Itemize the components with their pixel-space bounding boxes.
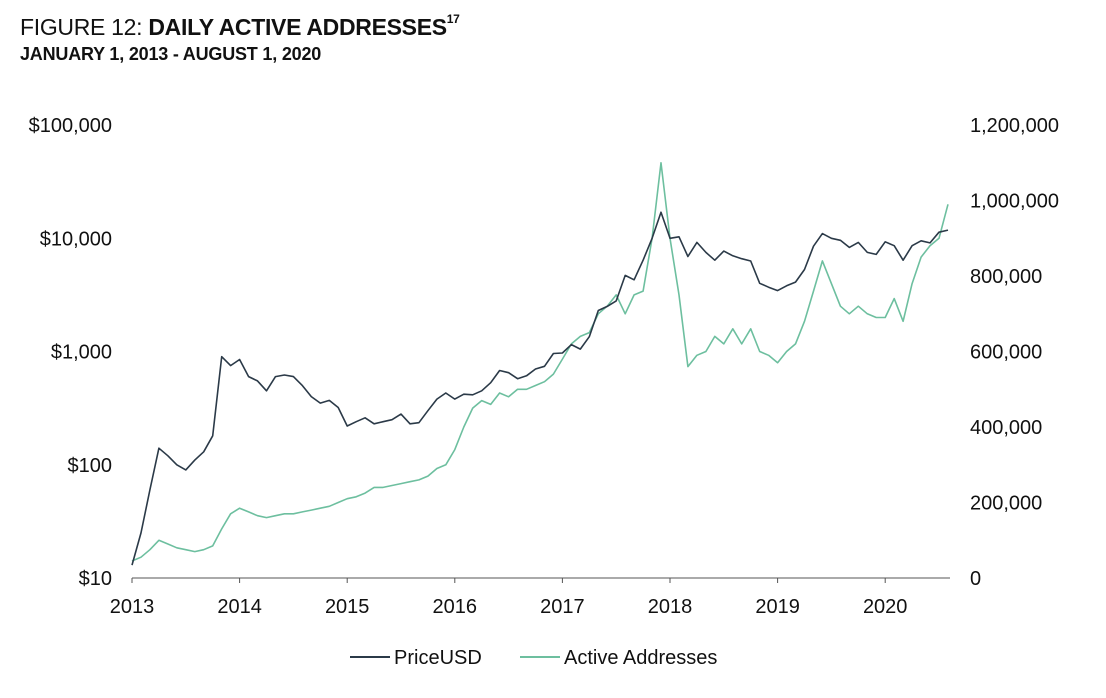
- legend-label: PriceUSD: [394, 647, 482, 669]
- title-prefix: FIGURE 12:: [20, 14, 143, 40]
- y-right-tick-label: 200,000: [970, 493, 1042, 515]
- legend-label: Active Addresses: [564, 647, 717, 669]
- x-tick-label: 2015: [325, 596, 370, 618]
- y-left-tick-label: $10,000: [40, 228, 112, 250]
- x-tick-label: 2017: [540, 596, 585, 618]
- title-text: DAILY ACTIVE ADDRESSES: [148, 14, 447, 40]
- y-right-tick-label: 800,000: [970, 266, 1042, 288]
- y-right-tick-label: 600,000: [970, 342, 1042, 364]
- x-tick-label: 2013: [110, 596, 155, 618]
- y-right-tick-label: 400,000: [970, 417, 1042, 439]
- x-tick-label: 2018: [648, 596, 693, 618]
- x-tick-label: 2016: [433, 596, 478, 618]
- title-footnote: 17: [446, 12, 460, 26]
- chart-title: FIGURE 12: DAILY ACTIVE ADDRESSES17: [20, 12, 460, 41]
- series-line-priceusd: [131, 211, 949, 566]
- series-line-active-addresses: [131, 162, 949, 562]
- y-right-tick-label: 1,200,000: [970, 115, 1059, 137]
- y-right-tick-label: 1,000,000: [970, 191, 1059, 213]
- y-right-tick-label: 0: [970, 568, 981, 590]
- y-left-tick-label: $10: [79, 568, 112, 590]
- y-left-tick-label: $100,000: [29, 115, 112, 137]
- y-left-tick-label: $1,000: [51, 342, 112, 364]
- y-left-tick-label: $100: [68, 455, 113, 477]
- chart-subtitle: JANUARY 1, 2013 - AUGUST 1, 2020: [20, 44, 322, 64]
- legend: PriceUSD Active Addresses: [350, 647, 717, 669]
- x-tick-label: 2019: [755, 596, 800, 618]
- x-tick-label: 2014: [217, 596, 262, 618]
- x-tick-label: 2020: [863, 596, 908, 618]
